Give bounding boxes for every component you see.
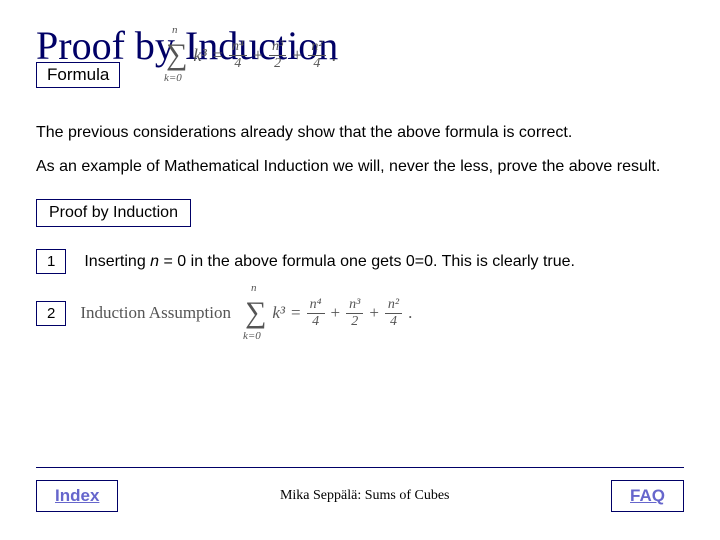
frac2-3: n²4 <box>385 298 402 329</box>
assumption-label: Induction Assumption <box>80 303 231 323</box>
step-number-1: 1 <box>36 249 66 274</box>
op2-1: + <box>331 303 341 323</box>
index-link[interactable]: Index <box>36 480 118 512</box>
step1-post: = 0 in the above formula one gets 0=0. T… <box>159 253 575 270</box>
step-row-1: 1 Inserting n = 0 in the above formula o… <box>36 249 684 274</box>
step2-formula: Induction Assumption ∑ n k=0 k³ = n⁴4 + … <box>80 296 412 330</box>
sigma-upper: n <box>172 24 178 36</box>
sigma2-upper: n <box>251 282 257 294</box>
formula-label-box: Formula <box>36 62 120 88</box>
frac-1: n⁴4 <box>229 40 247 71</box>
proof-label-box: Proof by Induction <box>36 199 191 227</box>
footer: Index Mika Seppälä: Sums of Cubes FAQ <box>36 480 684 512</box>
footer-caption: Mika Seppälä: Sums of Cubes <box>280 488 450 504</box>
step1-pre: Inserting <box>84 253 150 270</box>
op-2: + <box>292 45 302 66</box>
formula2-tail: . <box>408 303 412 323</box>
formula2-term: k³ <box>272 303 285 323</box>
op2-2: + <box>369 303 379 323</box>
step-row-2: 2 Induction Assumption ∑ n k=0 k³ = n⁴4 … <box>36 296 684 330</box>
formula-main: ∑ n k=0 k³ = n⁴4 + n³2 + n²4 . <box>166 38 336 72</box>
frac-2: n³2 <box>269 40 286 71</box>
sigma2-lower: k=0 <box>243 330 261 342</box>
title-area: Proof by Induction Formula ∑ n k=0 k³ = … <box>36 28 684 110</box>
op-1: + <box>253 45 263 66</box>
slide-container: Proof by Induction Formula ∑ n k=0 k³ = … <box>0 0 720 540</box>
step-number-2: 2 <box>36 301 66 326</box>
frac-3: n²4 <box>308 40 325 71</box>
frac2-1: n⁴4 <box>307 298 325 329</box>
step1-ital: n <box>150 253 159 270</box>
formula-term: k³ <box>193 45 206 66</box>
paragraph-1: The previous considerations already show… <box>36 122 684 144</box>
formula-tail: . <box>332 45 337 66</box>
sigma-icon: ∑ n k=0 <box>166 38 187 72</box>
formula2-eq: = <box>291 303 301 323</box>
sigma-lower: k=0 <box>164 72 182 84</box>
faq-link[interactable]: FAQ <box>611 480 684 512</box>
frac2-2: n³2 <box>346 298 363 329</box>
step-text-1: Inserting n = 0 in the above formula one… <box>84 253 684 271</box>
sigma-icon-2: ∑ n k=0 <box>245 296 266 330</box>
footer-divider <box>36 467 684 468</box>
formula-eq: = <box>213 45 223 66</box>
paragraph-2: As an example of Mathematical Induction … <box>36 156 684 178</box>
